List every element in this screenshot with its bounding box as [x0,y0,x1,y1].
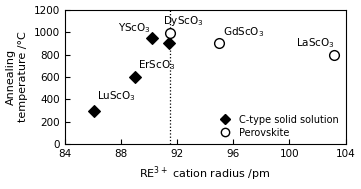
Text: YScO$_3$: YScO$_3$ [118,22,151,35]
Legend: C-type solid solution, Perovskite: C-type solid solution, Perovskite [214,113,341,139]
Text: DyScO$_3$: DyScO$_3$ [163,14,204,28]
X-axis label: RE$^{3+}$ cation radius /pm: RE$^{3+}$ cation radius /pm [139,165,271,184]
Y-axis label: Annealing
temperature /°C: Annealing temperature /°C [5,32,28,122]
Text: ErScO$_3$: ErScO$_3$ [138,59,175,73]
Text: LaScO$_3$: LaScO$_3$ [296,36,335,50]
Text: LuScO$_3$: LuScO$_3$ [97,89,136,103]
Text: GdScO$_3$: GdScO$_3$ [223,25,265,39]
